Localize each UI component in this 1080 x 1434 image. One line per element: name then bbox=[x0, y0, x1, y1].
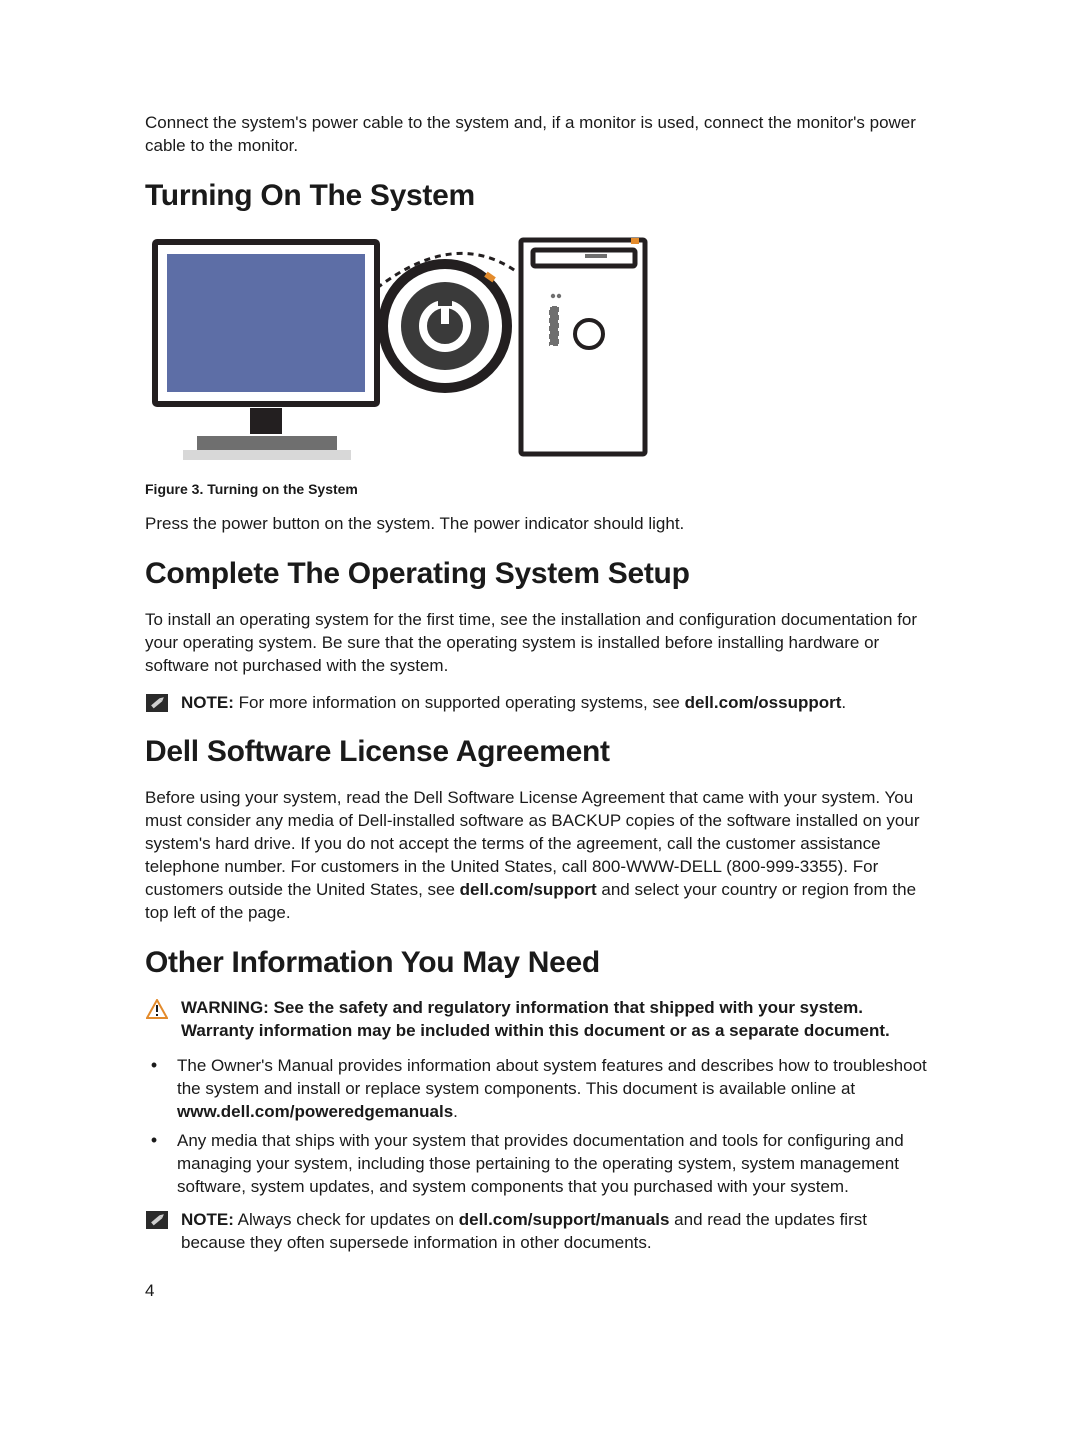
warning-icon bbox=[146, 999, 168, 1019]
note-text-2: . bbox=[841, 693, 846, 712]
note2-a: Always check for updates on bbox=[234, 1210, 459, 1229]
note2-prefix: NOTE: bbox=[181, 1210, 234, 1229]
warning-prefix: WARNING: bbox=[181, 998, 269, 1017]
figure-turning-on bbox=[145, 230, 935, 470]
page-number: 4 bbox=[145, 1280, 154, 1303]
info-bullet-list: The Owner's Manual provides information … bbox=[145, 1055, 935, 1199]
heading-turning-on: Turning On The System bbox=[145, 176, 935, 217]
bullet1-content: The Owner's Manual provides information … bbox=[177, 1055, 935, 1124]
note2-link-manuals: dell.com/support/manuals bbox=[459, 1210, 670, 1229]
bullet1-link: www.dell.com/poweredgemanuals bbox=[177, 1102, 453, 1121]
note-icon bbox=[146, 1211, 168, 1229]
note-manuals: NOTE: Always check for updates on dell.c… bbox=[145, 1209, 935, 1255]
note-body: NOTE: For more information on supported … bbox=[181, 692, 935, 715]
figure-svg bbox=[145, 230, 655, 470]
note-text-1: For more information on supported operat… bbox=[234, 693, 685, 712]
list-item: Any media that ships with your system th… bbox=[145, 1130, 935, 1199]
list-item: The Owner's Manual provides information … bbox=[145, 1055, 935, 1124]
bullet1-a: The Owner's Manual provides information … bbox=[177, 1056, 927, 1098]
warning-text: See the safety and regulatory informatio… bbox=[181, 998, 890, 1040]
note-ossupport: NOTE: For more information on supported … bbox=[145, 692, 935, 715]
heading-complete-os: Complete The Operating System Setup bbox=[145, 554, 935, 595]
note-icon bbox=[146, 694, 168, 712]
warning-body: WARNING: See the safety and regulatory i… bbox=[181, 997, 935, 1043]
note-link-ossupport: dell.com/ossupport bbox=[685, 693, 842, 712]
bullet2-content: Any media that ships with your system th… bbox=[177, 1130, 935, 1199]
heading-license: Dell Software License Agreement bbox=[145, 732, 935, 773]
bullet1-b: . bbox=[453, 1102, 458, 1121]
heading-other-info: Other Information You May Need bbox=[145, 943, 935, 984]
note-prefix: NOTE: bbox=[181, 693, 234, 712]
intro-paragraph: Connect the system's power cable to the … bbox=[145, 112, 935, 158]
after-figure-paragraph: Press the power button on the system. Th… bbox=[145, 513, 935, 536]
note2-body: NOTE: Always check for updates on dell.c… bbox=[181, 1209, 935, 1255]
warning-safety: WARNING: See the safety and regulatory i… bbox=[145, 997, 935, 1043]
license-link-support: dell.com/support bbox=[460, 880, 597, 899]
license-paragraph: Before using your system, read the Dell … bbox=[145, 787, 935, 925]
figure-caption: Figure 3. Turning on the System bbox=[145, 480, 935, 499]
os-paragraph: To install an operating system for the f… bbox=[145, 609, 935, 678]
